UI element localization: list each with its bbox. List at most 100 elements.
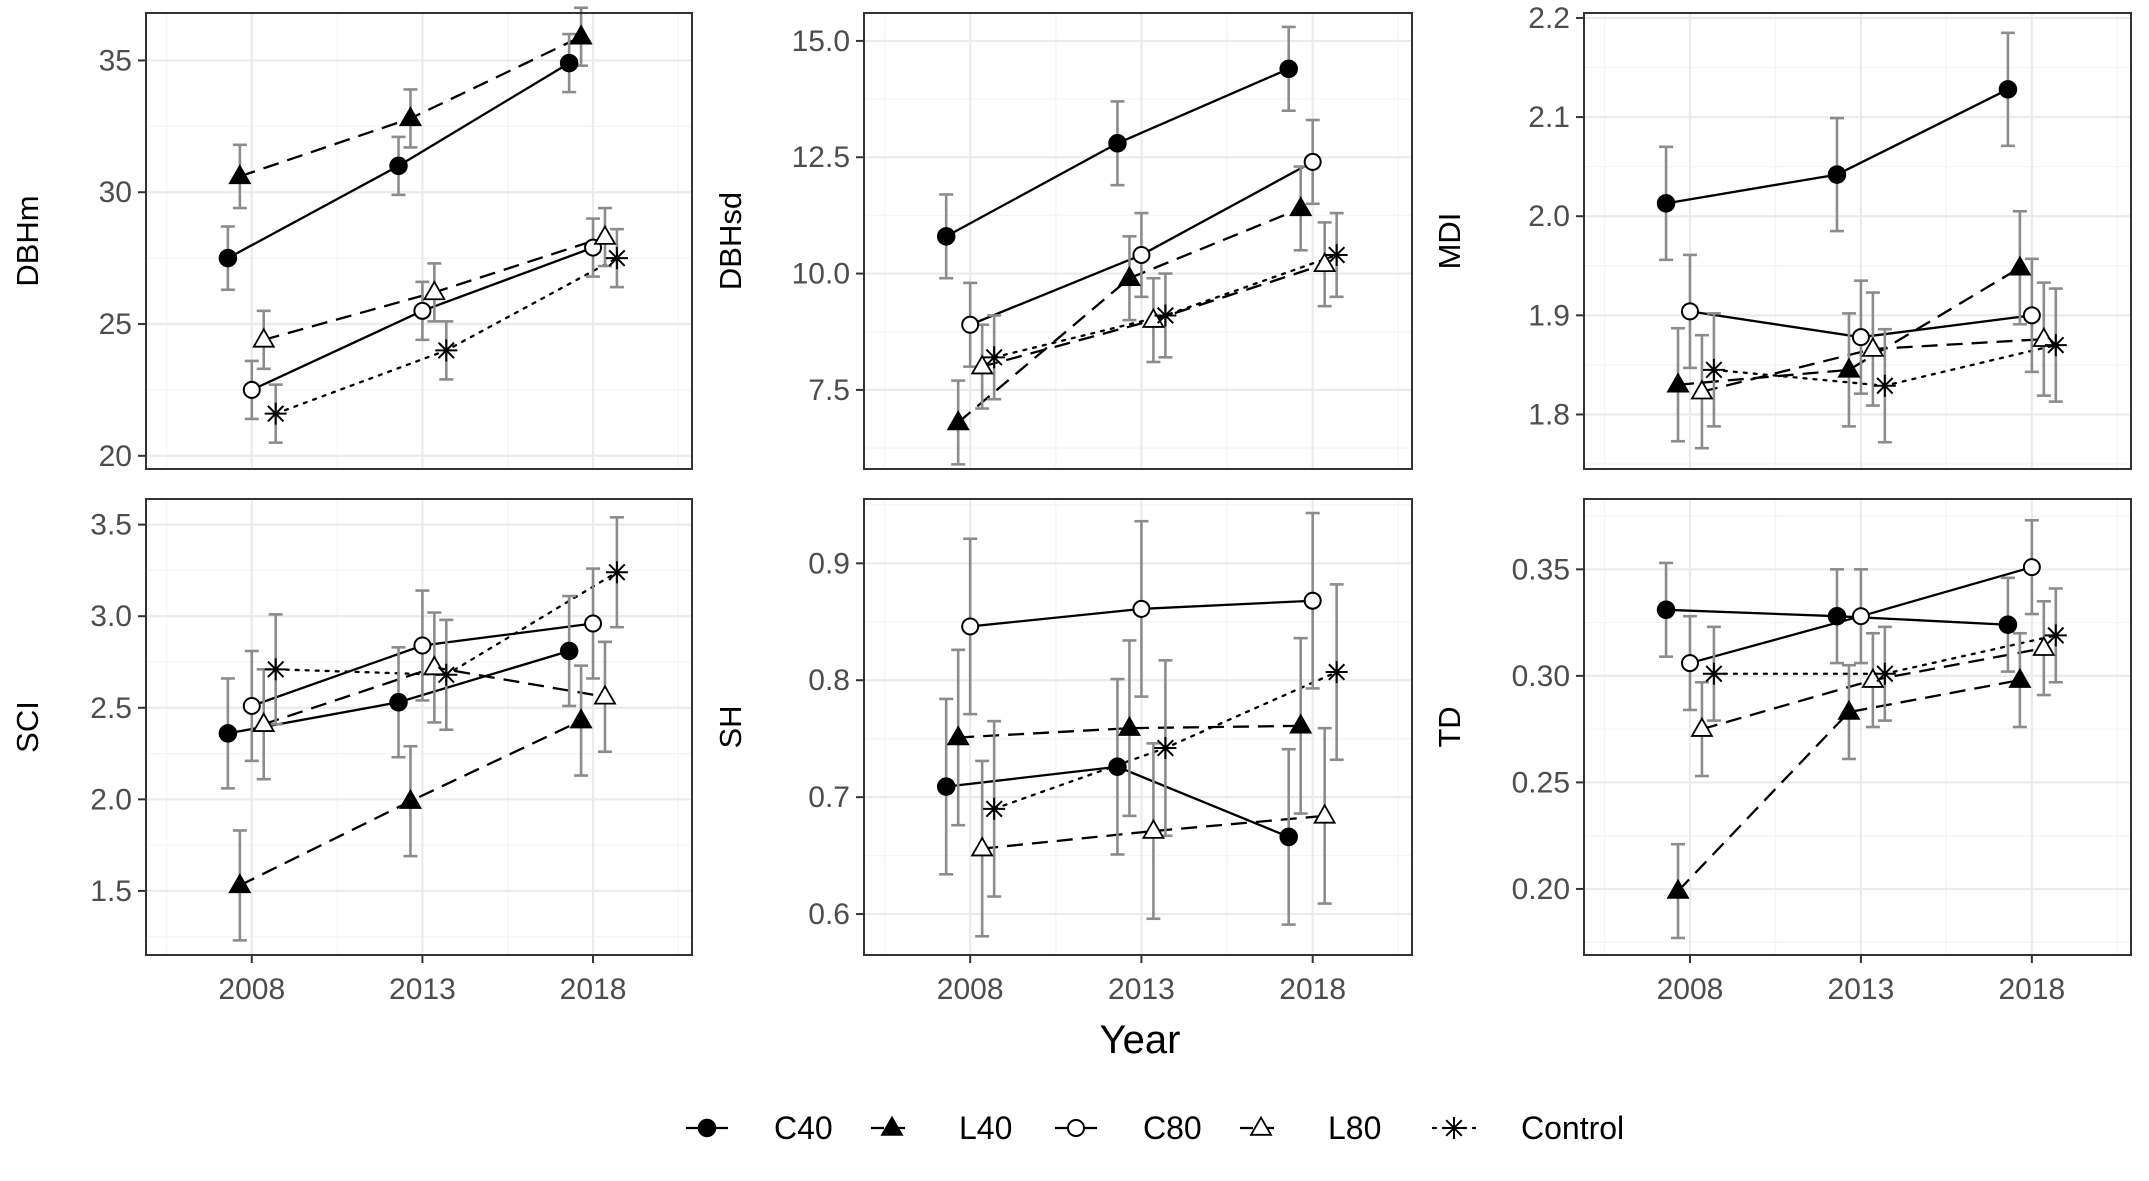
panel-background	[1584, 499, 2131, 955]
point-l40-2013	[1837, 357, 1861, 378]
point-c40-2008	[936, 227, 956, 246]
series-line-l40	[958, 724, 1301, 739]
point-c40-2008	[1656, 194, 1676, 213]
legend-label: L40	[959, 1110, 1012, 1146]
point-control-2018	[2044, 334, 2067, 357]
point-c80-2008	[1680, 302, 1699, 321]
legend-label: C40	[774, 1110, 833, 1146]
y-axis-title: SCI	[10, 701, 45, 753]
point-control-2013	[1154, 737, 1177, 760]
point-l80-2013	[1861, 336, 1885, 357]
point-l80-2008	[252, 711, 276, 732]
point-c40-2018	[559, 53, 579, 73]
point-c80-2018	[2022, 306, 2041, 325]
point-l40-2013	[398, 106, 423, 127]
point-c40-2018	[1279, 59, 1298, 79]
panel-dbhm: 20 25 30 35 DBHm	[10, 6, 693, 473]
point-control-2018	[1325, 661, 1348, 684]
point-control-2013	[435, 339, 458, 362]
point-control-2008	[1702, 662, 1725, 685]
point-l80-2013	[1141, 818, 1165, 839]
x-tick-label: 2013	[389, 973, 456, 1006]
point-l80-2013	[1861, 667, 1885, 688]
x-tick-label: 2018	[560, 973, 627, 1006]
point-control-2008	[983, 346, 1006, 369]
point-c80-2013	[1132, 245, 1151, 264]
panel-border	[863, 12, 1413, 470]
data-points	[936, 59, 1348, 431]
y-tick-label: 35	[99, 44, 132, 77]
point-c40-2018	[559, 641, 579, 661]
point-l40-2008	[228, 873, 252, 894]
point-control-2008	[1702, 358, 1725, 381]
panel-background	[864, 13, 1412, 469]
y-tick-label: 1.9	[1528, 299, 1570, 332]
y-axis-title: MDI	[1432, 213, 1467, 270]
x-axis: 2008 2013 2018	[937, 955, 1346, 1006]
legend-item-l80: L80	[1240, 1110, 1381, 1146]
y-tick-label: 0.30	[1512, 660, 1570, 693]
point-c40-2013	[1827, 606, 1847, 626]
y-tick-label: 1.8	[1528, 398, 1570, 431]
legend-item-control: Control	[1431, 1110, 1624, 1146]
point-c40-2008	[1656, 600, 1676, 620]
y-tick-label: 0.25	[1512, 766, 1570, 799]
point-c40-2018	[1279, 827, 1298, 847]
data-points	[936, 591, 1348, 857]
point-control-2018	[605, 561, 628, 584]
point-c80-2008	[961, 617, 980, 636]
x-tick-label: 2013	[1828, 973, 1895, 1006]
point-control-2013	[1873, 662, 1896, 685]
point-c80-2018	[584, 614, 603, 633]
y-tick-label: 30	[99, 176, 132, 209]
point-l40-2008	[946, 725, 970, 746]
point-c80-2013	[1851, 328, 1870, 347]
point-c40-2013	[389, 693, 408, 712]
legend: C40 L40 C80 L80 Control	[686, 1110, 1624, 1146]
y-axis: 1.8 1.9 2.0 2.1 2.2	[1528, 2, 1584, 431]
point-control-2018	[1325, 243, 1348, 266]
panel-border	[1583, 12, 2132, 470]
y-tick-label: 12.5	[792, 141, 850, 174]
point-c40-2008	[218, 724, 238, 743]
point-c80-2008	[242, 696, 261, 715]
panels: 20 25 30 35 DBHm 7.5 10.0 12.5 15.0 DBHsd 1.8 1.9 2.…	[10, 2, 2132, 1006]
y-tick-label: 0.6	[808, 898, 850, 931]
point-l40-2018	[1289, 196, 1313, 217]
legend-marker	[880, 1115, 904, 1136]
legend-item-l40: L40	[871, 1110, 1012, 1146]
point-c80-2018	[1303, 152, 1322, 171]
point-l40-2013	[1117, 715, 1141, 736]
y-tick-label: 0.35	[1512, 553, 1570, 586]
x-tick-label: 2008	[218, 973, 285, 1006]
series-line-l80	[982, 814, 1325, 850]
y-axis: 0.20 0.25 0.30 0.35	[1512, 553, 1584, 906]
data-points	[218, 561, 628, 894]
point-control-2008	[983, 797, 1006, 820]
y-tick-label: 3.5	[90, 509, 132, 542]
point-c80-2008	[242, 380, 261, 399]
panel-sci: 1.5 2.0 2.5 3.0 3.5 SCI 2008 2013 2018	[10, 498, 693, 1006]
data-points	[1656, 80, 2067, 400]
point-c40-2013	[389, 156, 408, 176]
point-l40-2013	[1837, 699, 1861, 720]
point-l80-2018	[2032, 635, 2056, 656]
legend-marker	[1249, 1115, 1273, 1136]
panel-sh: 0.6 0.7 0.8 0.9 SH 2008 2013 2018	[713, 498, 1413, 1006]
point-l80-2008	[970, 836, 994, 857]
y-tick-label: 1.5	[90, 875, 132, 908]
point-l40-2018	[2008, 667, 2032, 688]
legend-item-c40: C40	[686, 1110, 833, 1146]
x-tick-label: 2018	[1998, 973, 2065, 1006]
point-l40-2013	[398, 788, 423, 809]
x-tick-label: 2008	[937, 973, 1004, 1006]
point-c80-2013	[1851, 607, 1870, 626]
point-c80-2013	[413, 636, 432, 655]
legend-marker	[1443, 1117, 1465, 1139]
y-tick-label: 0.8	[808, 664, 850, 697]
legend-label: L80	[1328, 1110, 1381, 1146]
point-c40-2013	[1108, 757, 1127, 777]
point-l80-2018	[593, 224, 617, 245]
series-line-l40	[1677, 678, 2021, 892]
legend-item-c80: C80	[1055, 1110, 1202, 1146]
